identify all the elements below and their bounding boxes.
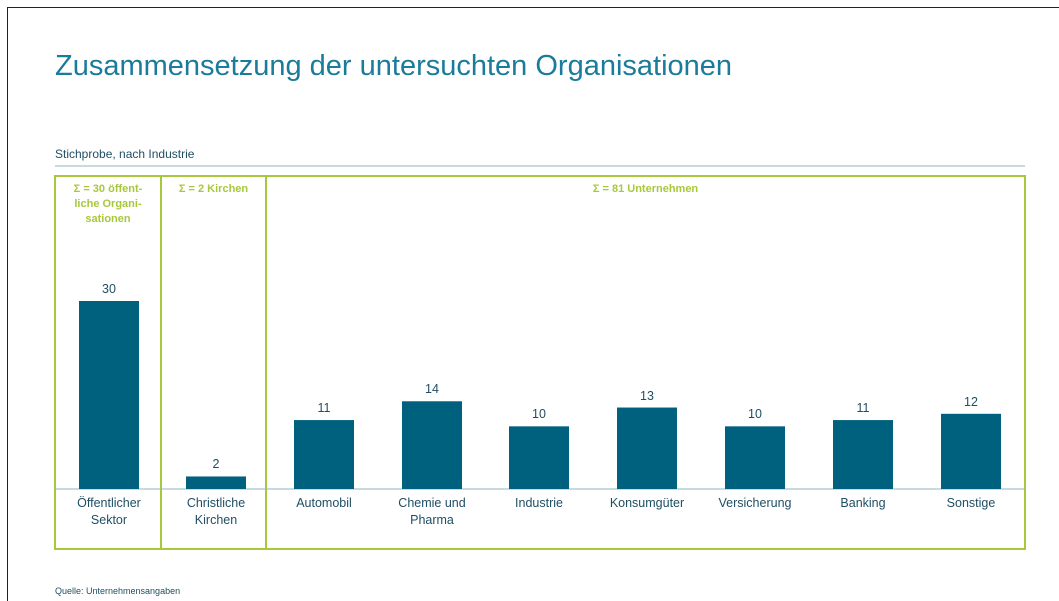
bar: [509, 426, 569, 489]
bar: [833, 420, 893, 489]
bar: [617, 407, 677, 489]
bar: [294, 420, 354, 489]
value-label: 14: [425, 382, 439, 397]
group-label: Σ = 2 Kirchen: [178, 183, 249, 195]
category-label: Sonstige: [946, 496, 996, 510]
group-box: [265, 175, 1026, 550]
source: Quelle: Unternehmensangaben: [55, 586, 181, 596]
category-label: Chemie und Pharma: [398, 496, 466, 527]
category-label: Automobil: [296, 496, 352, 510]
bar: [402, 401, 462, 489]
value-label: 13: [640, 388, 654, 403]
group-label: Σ = 81 Unternehmen: [592, 183, 699, 195]
title: Zusammensetzung der untersuchten Organis…: [55, 50, 733, 82]
group-box: [160, 175, 267, 550]
group-label: liche Organi-: [74, 198, 142, 210]
value-label: 10: [748, 407, 762, 422]
value-label: 30: [102, 282, 116, 296]
bar: [79, 301, 139, 489]
group-label: Σ = 30 öffent-: [73, 183, 143, 195]
bar: [186, 476, 246, 489]
category-label: Industrie: [515, 496, 563, 510]
value-label: 2: [212, 457, 220, 472]
category-label: Versicherung: [718, 496, 792, 510]
value-label: 12: [964, 394, 978, 409]
subtitle: Stichprobe, nach Industrie: [55, 147, 195, 161]
value-label: 11: [856, 401, 870, 416]
category-label: Christliche Kirchen: [186, 496, 246, 527]
bar: [725, 426, 785, 489]
category-label: Öffentlicher Sektor: [77, 496, 141, 527]
frame: [7, 7, 1059, 601]
group-label: sationen: [85, 213, 131, 225]
category-label: Banking: [840, 496, 886, 510]
value-label: 11: [317, 401, 331, 416]
value-label: 10: [532, 407, 546, 422]
category-label: Konsumgüter: [609, 496, 685, 510]
bar: [941, 413, 1001, 489]
